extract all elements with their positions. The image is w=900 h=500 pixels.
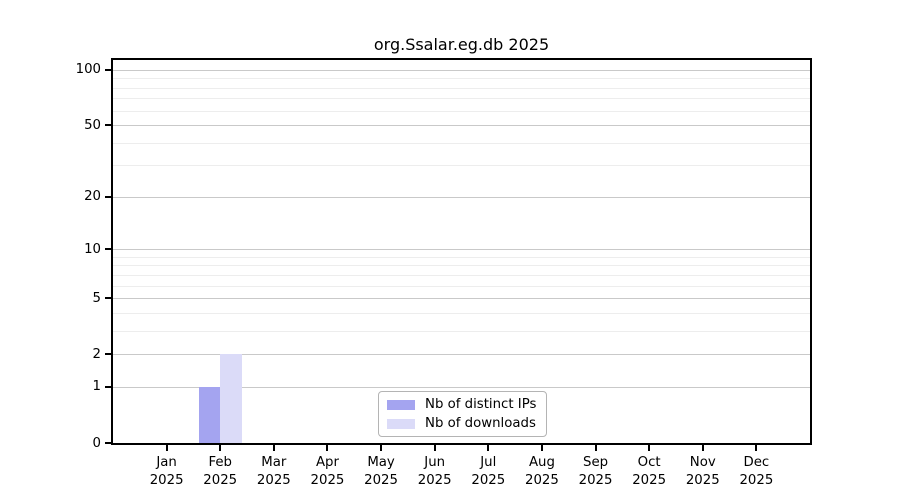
x-axis-tick — [648, 445, 651, 451]
y-axis-tick — [105, 195, 111, 198]
gridline-major — [113, 249, 810, 251]
bar-distinct-ips — [198, 386, 221, 443]
y-axis-tick-label: 20 — [84, 189, 101, 205]
gridline-major — [113, 354, 810, 356]
gridline-minor — [113, 265, 810, 267]
y-axis-tick — [105, 297, 111, 300]
x-axis-tick-label: Jun 2025 — [417, 455, 452, 488]
y-axis-tick-label: 100 — [75, 62, 101, 78]
x-axis-tick-label: Nov 2025 — [685, 455, 720, 488]
gridline-minor — [113, 312, 810, 314]
gridline-major — [113, 298, 810, 300]
y-axis-tick-label: 2 — [92, 346, 101, 362]
x-axis-tick — [487, 445, 490, 451]
x-axis-tick-label: Sep 2025 — [578, 455, 613, 488]
y-axis-tick — [105, 68, 111, 71]
gridline-minor — [113, 165, 810, 167]
x-axis-tick — [594, 445, 597, 451]
legend-row-downloads: Nb of downloads — [387, 416, 536, 431]
gridline-minor — [113, 285, 810, 287]
x-axis-tick-label: May 2025 — [364, 455, 398, 488]
x-axis-tick-label: Feb 2025 — [203, 455, 238, 488]
gridline-minor — [113, 110, 810, 112]
x-axis-tick-label: Aug 2025 — [525, 455, 559, 488]
x-axis-tick — [433, 445, 436, 451]
x-axis-tick-label: Dec 2025 — [739, 455, 774, 488]
y-axis-tick-label: 50 — [84, 117, 101, 133]
plot-area — [113, 60, 810, 443]
x-axis-tick-label: Apr 2025 — [310, 455, 345, 488]
x-axis-tick — [326, 445, 329, 451]
gridline-minor — [113, 142, 810, 144]
x-axis-tick — [219, 445, 222, 451]
gridline-major — [113, 69, 810, 71]
gridline-minor — [113, 98, 810, 100]
y-axis-tick-label: 5 — [92, 290, 101, 306]
x-axis-tick-label: Jul 2025 — [471, 455, 506, 488]
legend-swatch-distinct-ips — [387, 399, 415, 410]
gridline-minor — [113, 274, 810, 276]
x-axis-tick — [540, 445, 543, 451]
x-axis-tick — [165, 445, 168, 451]
y-axis-tick-label: 1 — [92, 379, 101, 395]
x-axis-tick-label: Oct 2025 — [632, 455, 667, 488]
y-axis-tick — [105, 248, 111, 251]
x-axis-tick — [755, 445, 758, 451]
gridline-major — [113, 196, 810, 198]
legend-swatch-downloads — [387, 418, 415, 429]
y-axis-tick — [105, 442, 111, 444]
gridline-major — [113, 386, 810, 388]
y-axis-tick — [105, 353, 111, 356]
gridline-minor — [113, 78, 810, 80]
y-axis-tick — [105, 124, 111, 127]
gridline-major — [113, 125, 810, 127]
bar-downloads — [220, 354, 242, 443]
x-axis-tick — [701, 445, 704, 451]
legend-label-distinct-ips: Nb of distinct IPs — [425, 397, 537, 412]
x-axis-tick-label: Jan 2025 — [149, 455, 184, 488]
y-axis-tick — [105, 385, 111, 388]
legend-label-downloads: Nb of downloads — [425, 416, 536, 431]
legend: Nb of distinct IPs Nb of downloads — [378, 391, 548, 437]
chart-title: org.Ssalar.eg.db 2025 — [373, 35, 550, 54]
legend-row-distinct-ips: Nb of distinct IPs — [387, 397, 536, 412]
x-axis-tick — [380, 445, 383, 451]
gridline-minor — [113, 256, 810, 258]
x-axis-tick-label: Mar 2025 — [256, 455, 291, 488]
y-axis-tick-label: 0 — [92, 435, 101, 451]
gridline-minor — [113, 330, 810, 332]
gridline-minor — [113, 87, 810, 89]
x-axis-tick — [272, 445, 275, 451]
y-axis-tick-label: 10 — [84, 241, 101, 257]
